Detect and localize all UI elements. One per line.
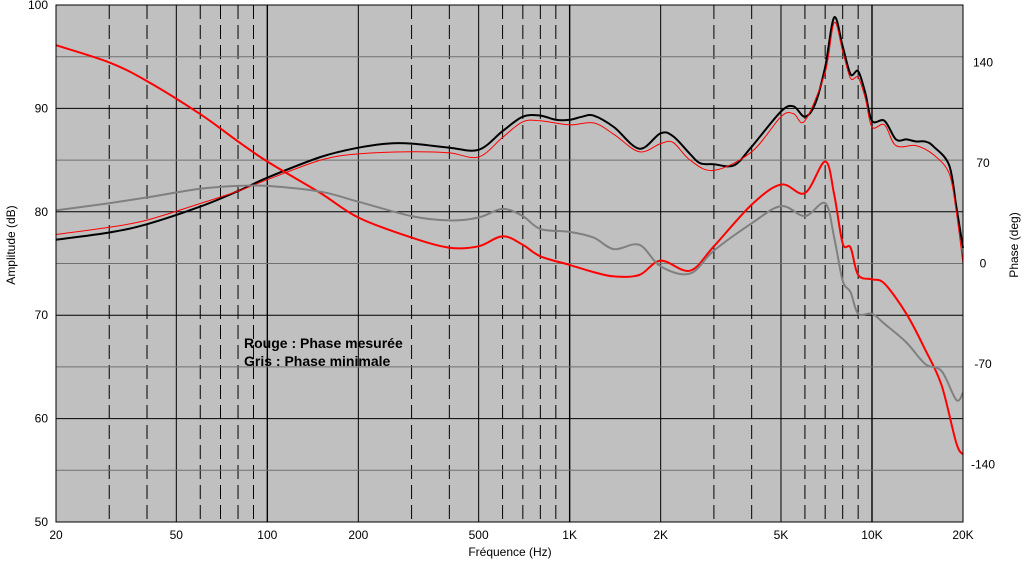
x-tick-label: 100 xyxy=(257,528,277,542)
y-left-tick-label: 90 xyxy=(35,101,49,115)
y-left-tick-label: 60 xyxy=(35,412,49,426)
x-tick-label: 2K xyxy=(653,528,668,542)
amplitude-line xyxy=(55,16,964,249)
grid xyxy=(56,4,963,523)
tick-labels: 20 50 100 200 500 1K 2K 5K 10K 20K5060708090100-1… xyxy=(28,0,995,542)
y-left-tick-label: 70 xyxy=(35,308,49,322)
legend-note-gray: Gris : Phase minimale xyxy=(244,353,390,369)
y-left-tick-label: 100 xyxy=(28,0,48,12)
x-tick-label: 1K xyxy=(562,528,577,542)
x-axis-label: Fréquence (Hz) xyxy=(468,545,551,559)
legend-note-red: Rouge : Phase mesurée xyxy=(244,335,403,351)
x-tick-label: 20 xyxy=(49,528,63,542)
y-right-tick-label: 70 xyxy=(976,156,990,170)
y-left-tick-label: 50 xyxy=(35,515,49,529)
x-tick-label: 50 xyxy=(170,528,184,542)
x-tick-label: 5K xyxy=(774,528,789,542)
y-right-tick-label: -140 xyxy=(971,458,995,472)
y-axis-right-label: Phase (deg) xyxy=(1007,212,1021,277)
x-tick-label: 500 xyxy=(469,528,489,542)
x-tick-label: 10K xyxy=(861,528,882,542)
amplitude-line xyxy=(55,21,964,264)
series-group xyxy=(55,16,964,456)
y-axis-left-label: Amplitude (dB) xyxy=(4,205,18,284)
x-tick-label: 200 xyxy=(348,528,368,542)
phase-line xyxy=(55,184,964,402)
y-right-tick-label: -70 xyxy=(974,357,992,371)
x-tick-label: 20K xyxy=(952,528,973,542)
y-right-tick-label: 0 xyxy=(980,257,987,271)
plot-frame xyxy=(55,4,964,523)
y-right-tick-label: 140 xyxy=(973,55,993,69)
y-left-tick-label: 80 xyxy=(35,205,49,219)
